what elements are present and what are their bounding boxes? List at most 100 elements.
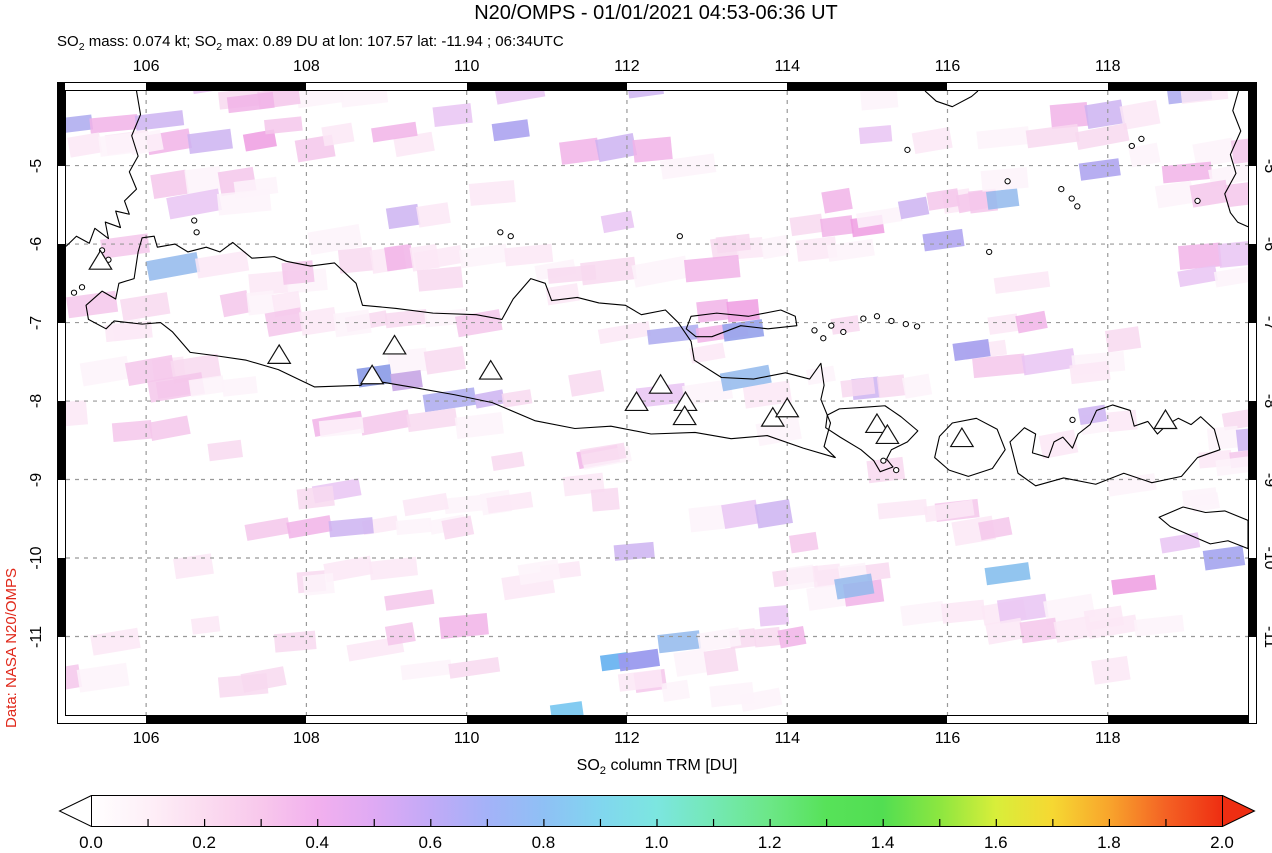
so2-pixel xyxy=(473,389,506,409)
so2-pixel xyxy=(385,203,421,230)
so2-pixel xyxy=(709,682,755,708)
so2-pixel xyxy=(819,215,855,238)
so2-pixel xyxy=(1107,409,1138,433)
so2-pixel xyxy=(985,188,1020,210)
frame-band-segment xyxy=(1249,244,1256,323)
lat-tick-label-right: -7 xyxy=(1261,315,1272,330)
so2-pixel xyxy=(393,131,435,158)
volcano-marker xyxy=(361,365,383,383)
so2-pixel xyxy=(286,515,333,539)
so2-pixel xyxy=(673,648,709,677)
so2-pixel xyxy=(302,572,335,596)
small-island xyxy=(905,147,910,152)
so2-pixel xyxy=(384,589,435,611)
subscript: 2 xyxy=(599,765,607,778)
small-island xyxy=(812,328,817,333)
small-island xyxy=(1005,179,1010,184)
so2-pixel xyxy=(900,600,946,627)
so2-pixel xyxy=(1189,179,1230,208)
lon-tick-label-top: 118 xyxy=(1094,58,1121,75)
lat-tick-label-right: -11 xyxy=(1261,625,1272,648)
so2-pixel xyxy=(877,498,928,520)
so2-pixel xyxy=(432,103,473,127)
so2-pixel xyxy=(696,298,730,323)
so2-pixel xyxy=(600,210,635,234)
colorbar-value-label: 1.0 xyxy=(644,833,669,852)
so2-pixel xyxy=(219,290,251,318)
so2-pixel xyxy=(858,125,893,145)
so2-pixel xyxy=(145,252,201,282)
so2-pixel xyxy=(617,648,661,672)
small-island xyxy=(841,329,846,334)
so2-pixel xyxy=(830,315,860,335)
so2-pixel xyxy=(547,264,597,284)
frame-band-segment xyxy=(466,716,627,723)
small-island xyxy=(829,323,834,328)
volcano-marker xyxy=(625,392,647,410)
small-island xyxy=(914,324,919,329)
coastline-sumatra_tip xyxy=(66,91,141,246)
so2-pixel xyxy=(821,187,853,214)
so2-pixel xyxy=(333,309,372,338)
so2-pixel xyxy=(423,346,466,375)
coastline-madura xyxy=(686,310,797,337)
so2-pixel xyxy=(307,224,363,256)
lat-tick-label-left: -7 xyxy=(28,315,45,330)
so2-pixel xyxy=(281,260,315,285)
so2-pixel xyxy=(955,189,991,214)
so2-pixel xyxy=(1235,426,1248,452)
so2-pixel xyxy=(1179,91,1229,104)
so2-pixel xyxy=(1091,655,1131,685)
so2-pixel xyxy=(923,499,975,523)
so2-pixel xyxy=(104,320,153,343)
so2-pixel xyxy=(789,213,824,237)
colorbar-value-label: 0.6 xyxy=(418,833,443,852)
colorbar-border xyxy=(91,795,1223,827)
so2-pixel xyxy=(901,373,933,399)
so2-pixel xyxy=(660,153,717,180)
colorbar-left-arrow xyxy=(58,795,92,827)
so2-pixel xyxy=(416,266,464,292)
small-island xyxy=(861,316,866,321)
colorbar xyxy=(57,794,1257,828)
so2-pixel xyxy=(922,228,965,252)
so2-pixel xyxy=(128,129,164,156)
so2-pixel xyxy=(248,270,290,297)
colorbar-right-arrow xyxy=(1222,795,1256,827)
so2-pixel xyxy=(661,679,690,702)
so2-pixel xyxy=(400,659,453,681)
so2-pixel xyxy=(184,165,223,195)
so2-pixel xyxy=(985,617,1025,645)
so2-pixel xyxy=(1025,123,1080,149)
so2-pixel xyxy=(1111,574,1157,595)
small-island xyxy=(987,249,992,254)
so2-pixel xyxy=(155,377,193,399)
volcano-marker xyxy=(866,414,888,432)
frame-band-segment xyxy=(58,244,65,323)
so2-pixel xyxy=(296,91,345,109)
so2-pixel xyxy=(337,246,375,274)
so2-pixel xyxy=(190,615,221,635)
so2-pixel xyxy=(323,555,374,583)
so2-pixel xyxy=(1159,532,1201,554)
so2-pixel xyxy=(298,306,338,336)
small-island xyxy=(192,218,197,223)
colorbar-value-label: 1.2 xyxy=(757,833,782,852)
volcano-marker xyxy=(776,398,798,416)
lon-tick-label-bottom: 106 xyxy=(132,730,160,747)
so2-pixel xyxy=(940,599,986,624)
small-island xyxy=(498,230,503,235)
so2-pixel xyxy=(458,243,509,269)
so2-pixel xyxy=(595,132,638,163)
lat-tick-label-left: -6 xyxy=(28,236,45,252)
so2-pixel xyxy=(719,364,772,392)
so2-pixel xyxy=(1038,429,1079,459)
lon-tick-label-bottom: 118 xyxy=(1094,730,1121,747)
small-island xyxy=(1075,204,1080,209)
volcano-marker xyxy=(1154,410,1176,428)
lon-tick-label-bottom: 112 xyxy=(614,730,640,747)
so2-pixel xyxy=(328,517,374,538)
so2-pixel xyxy=(856,206,903,229)
so2-pixel xyxy=(504,243,554,267)
so2-pixel xyxy=(1215,455,1248,477)
